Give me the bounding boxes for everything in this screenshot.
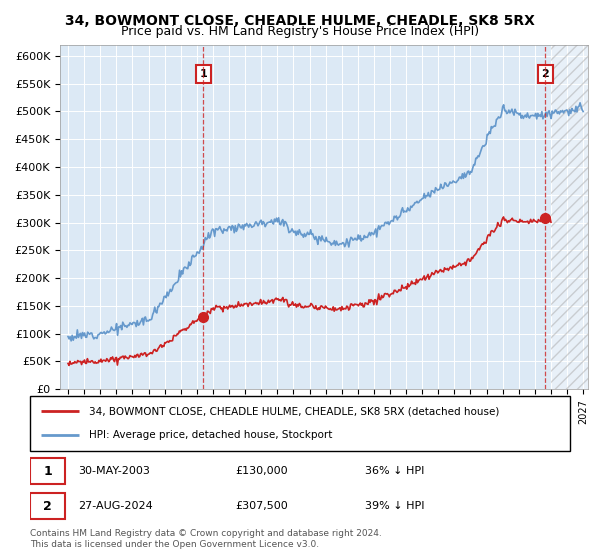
FancyBboxPatch shape xyxy=(30,396,570,451)
Text: 2: 2 xyxy=(43,500,52,512)
Bar xyxy=(551,45,600,389)
Text: 34, BOWMONT CLOSE, CHEADLE HULME, CHEADLE, SK8 5RX (detached house): 34, BOWMONT CLOSE, CHEADLE HULME, CHEADL… xyxy=(89,407,500,416)
Text: 34, BOWMONT CLOSE, CHEADLE HULME, CHEADLE, SK8 5RX: 34, BOWMONT CLOSE, CHEADLE HULME, CHEADL… xyxy=(65,14,535,28)
Text: 27-AUG-2024: 27-AUG-2024 xyxy=(79,501,154,511)
Text: 39% ↓ HPI: 39% ↓ HPI xyxy=(365,501,424,511)
Text: £130,000: £130,000 xyxy=(235,466,288,476)
Text: 2: 2 xyxy=(541,69,549,79)
Text: Price paid vs. HM Land Registry's House Price Index (HPI): Price paid vs. HM Land Registry's House … xyxy=(121,25,479,38)
Text: HPI: Average price, detached house, Stockport: HPI: Average price, detached house, Stoc… xyxy=(89,431,333,440)
FancyBboxPatch shape xyxy=(30,458,65,484)
Text: Contains HM Land Registry data © Crown copyright and database right 2024.: Contains HM Land Registry data © Crown c… xyxy=(30,529,382,538)
Text: 36% ↓ HPI: 36% ↓ HPI xyxy=(365,466,424,476)
Text: £307,500: £307,500 xyxy=(235,501,288,511)
Bar xyxy=(551,45,600,389)
Text: 30-MAY-2003: 30-MAY-2003 xyxy=(79,466,151,476)
FancyBboxPatch shape xyxy=(30,493,65,520)
Text: 1: 1 xyxy=(200,69,208,79)
Text: This data is licensed under the Open Government Licence v3.0.: This data is licensed under the Open Gov… xyxy=(30,540,319,549)
Text: 1: 1 xyxy=(43,465,52,478)
